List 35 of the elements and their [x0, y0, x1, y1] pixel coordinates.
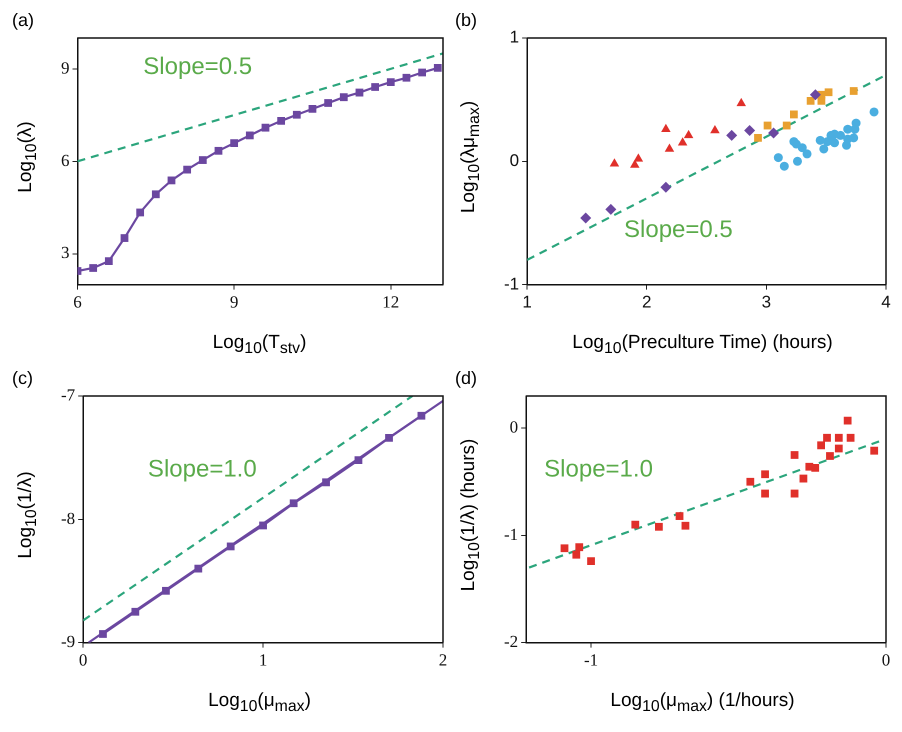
y-tick-label: -1 — [504, 524, 518, 544]
x-tick-label: 9 — [230, 292, 238, 312]
x-tick-label: 1 — [522, 292, 532, 312]
annotation: Slope=1.0 — [544, 456, 653, 483]
y-tick-label: 3 — [61, 243, 70, 262]
x-tick-label: 0 — [78, 650, 88, 670]
x-axis-title: Log$_{10}$(Preculture Time) (hours) — [571, 332, 834, 358]
y-tick-label: -1 — [504, 274, 520, 294]
x-tick-label: -1 — [584, 650, 598, 670]
y-tick-label: 1 — [510, 28, 520, 47]
y-tick-label: 6 — [61, 150, 70, 170]
x-tick-label: 3 — [762, 292, 772, 312]
x-axis-title: Log$_{10}$(μ$_{max}$) (1/hours) — [609, 690, 796, 716]
x-tick-label: 0 — [882, 650, 890, 670]
y-tick-label: -7 — [60, 385, 76, 404]
annotation: Slope=0.5 — [624, 216, 733, 243]
chart-title: (a) — [12, 10, 34, 31]
x-axis-title: Log$_{10}$(μ$_{max}$) — [207, 690, 312, 716]
x-tick-label: 2 — [642, 292, 652, 312]
y-tick-label: -8 — [60, 508, 76, 528]
chart-title: (c) — [12, 368, 33, 389]
y-tick-label: -2 — [504, 632, 518, 652]
y-tick-label: 0 — [510, 418, 518, 437]
chart-title: (b) — [455, 10, 477, 31]
x-axis-title: Log$_{10}$(T$_{stv}$) — [212, 332, 308, 358]
x-tick-label: 2 — [438, 650, 448, 670]
annotation: Slope=0.5 — [143, 53, 252, 80]
x-tick-label: 1 — [258, 650, 268, 670]
x-tick-label: 12 — [382, 292, 400, 312]
y-tick-label: 9 — [61, 58, 70, 78]
chart-title: (d) — [455, 368, 477, 389]
x-tick-label: 4 — [881, 292, 891, 312]
y-tick-label: -9 — [60, 632, 76, 652]
y-tick-label: 0 — [510, 150, 520, 170]
annotation: Slope=1.0 — [148, 456, 257, 483]
